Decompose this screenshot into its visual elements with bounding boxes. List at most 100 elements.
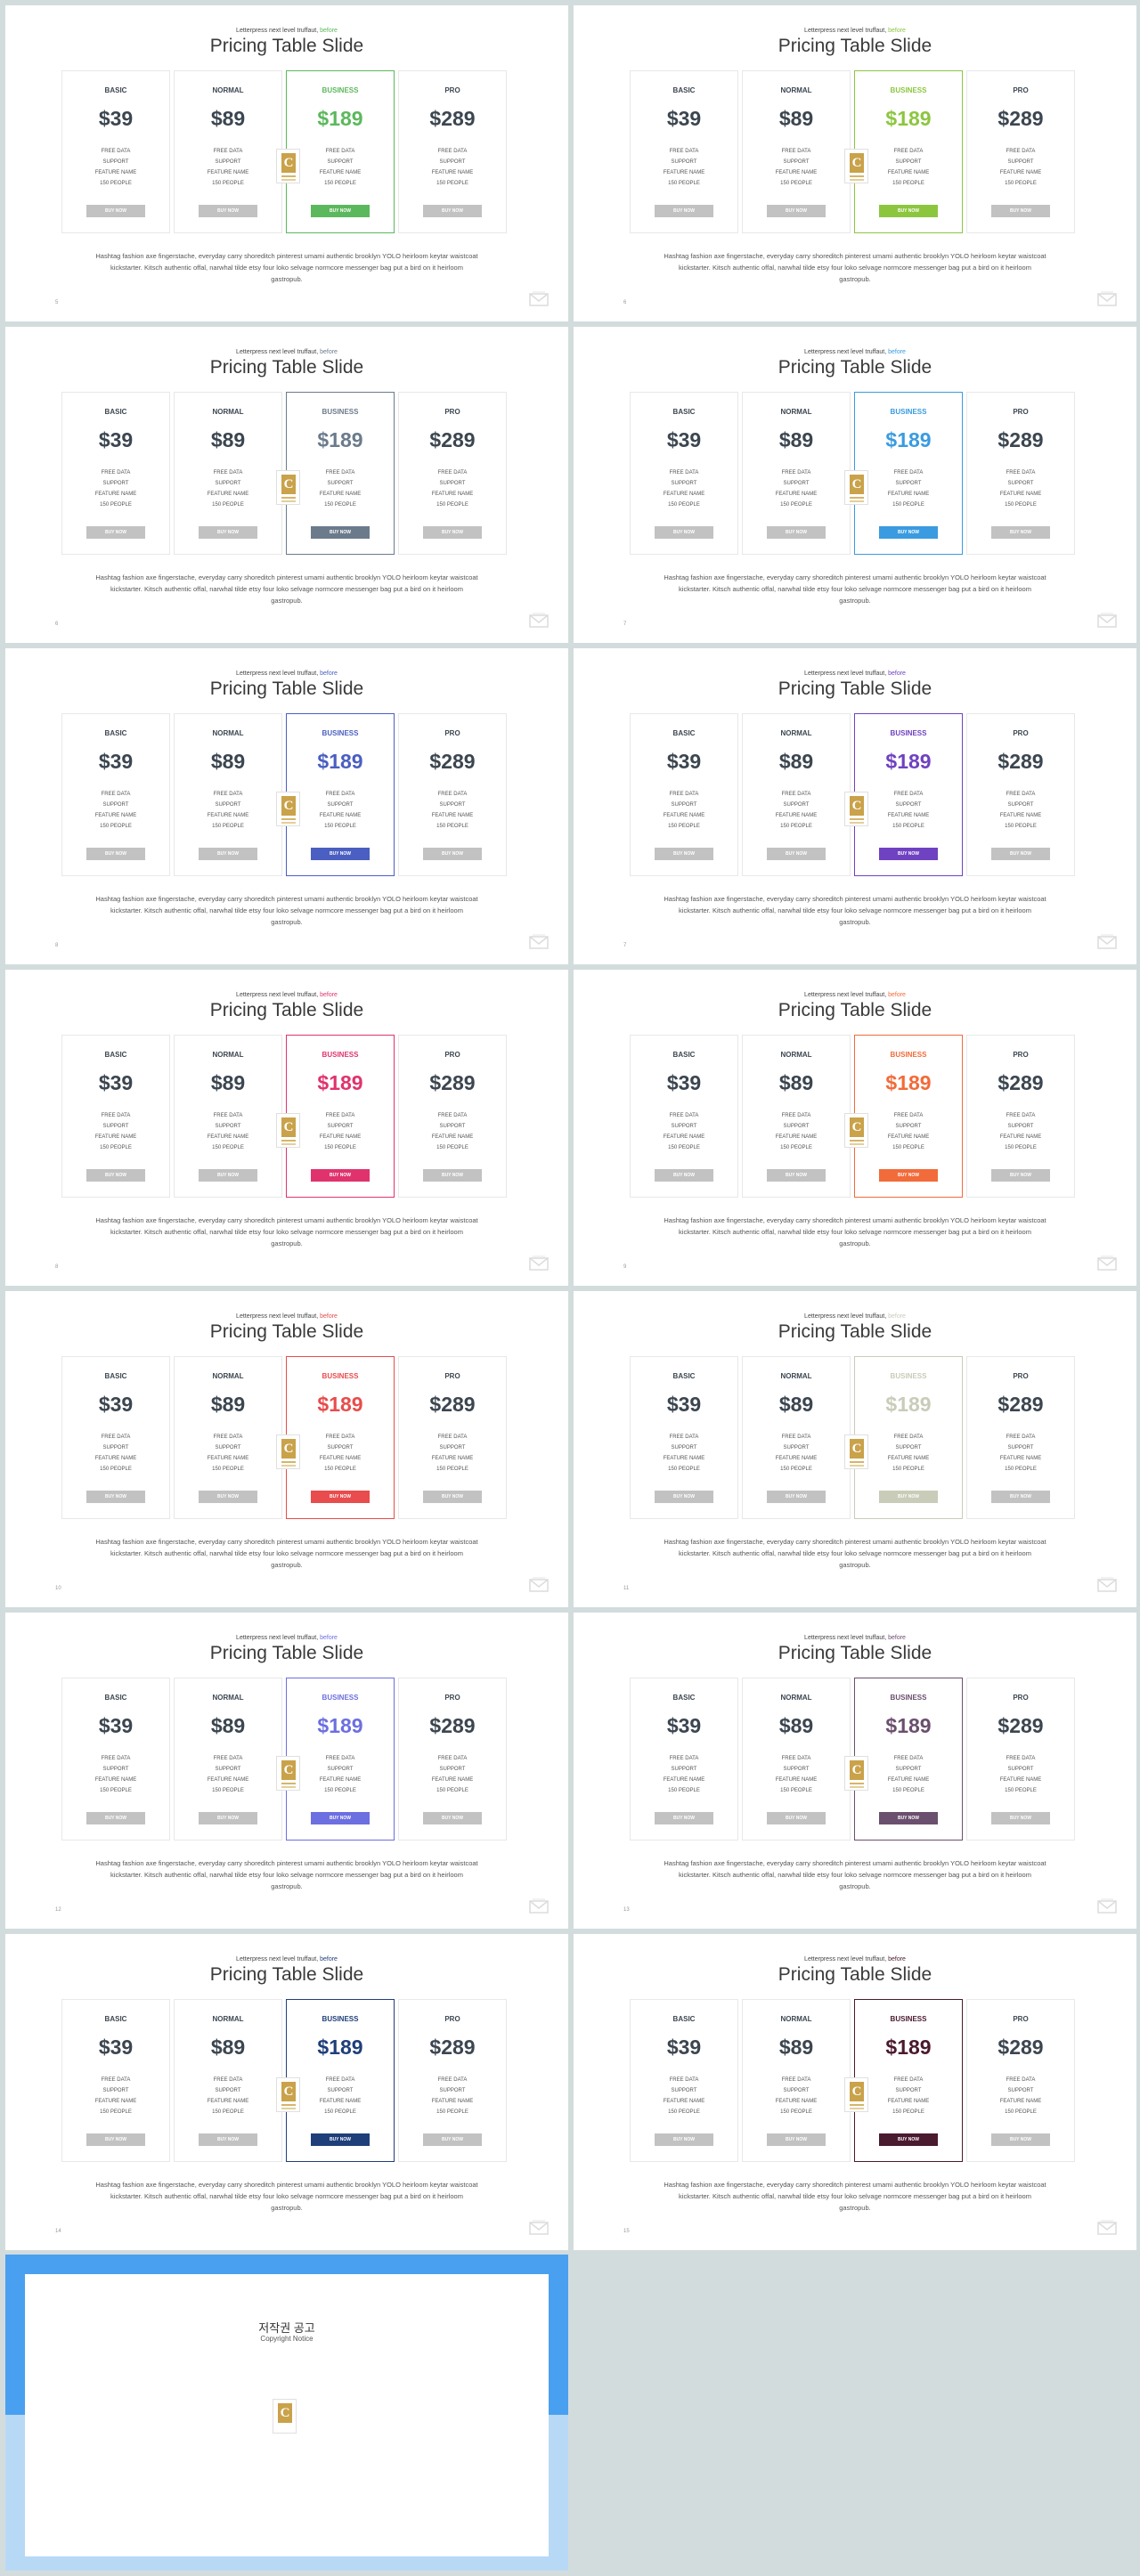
feature-item: SUPPORT	[327, 481, 354, 486]
buy-now-button[interactable]: BUY NOW	[879, 2133, 938, 2146]
slide-page-number: 11	[623, 1586, 630, 1591]
buy-now-button[interactable]: BUY NOW	[767, 848, 826, 860]
buy-now-button[interactable]: BUY NOW	[991, 205, 1050, 217]
buy-now-button[interactable]: BUY NOW	[311, 2133, 370, 2146]
plan-price: $89	[210, 428, 246, 451]
pricing-card-normal: NORMAL $89 FREE DATA SUPPORT FEATURE NAME 150…	[742, 1035, 851, 1198]
feature-item: SUPPORT	[327, 1445, 354, 1451]
buy-now-button[interactable]: BUY NOW	[991, 526, 1050, 539]
pricing-card-business: BUSINESS $189 FREE DATA SUPPORT FEATURE NAME…	[286, 1356, 395, 1519]
buy-now-button[interactable]: BUY NOW	[879, 1491, 938, 1503]
feature-list: FREE DATA SUPPORT FEATURE NAME 150 PEOPLE	[287, 789, 394, 832]
feature-item: FEATURE NAME	[663, 1777, 705, 1783]
buy-now-button[interactable]: BUY NOW	[655, 205, 713, 217]
brand-badge: C	[844, 792, 868, 826]
buy-now-button[interactable]: BUY NOW	[767, 1491, 826, 1503]
buy-now-button[interactable]: BUY NOW	[199, 1491, 257, 1503]
buy-now-button[interactable]: BUY NOW	[879, 526, 938, 539]
buy-now-button[interactable]: BUY NOW	[767, 1812, 826, 1824]
plan-name: BUSINESS	[890, 86, 927, 94]
pricing-card-normal: NORMAL $89 FREE DATA SUPPORT FEATURE NAME 150…	[174, 713, 282, 876]
buy-now-button[interactable]: BUY NOW	[879, 848, 938, 860]
buy-now-button[interactable]: BUY NOW	[311, 1491, 370, 1503]
brand-badge: C	[844, 2077, 868, 2112]
feature-item: FEATURE NAME	[999, 1134, 1042, 1140]
buy-now-button[interactable]: BUY NOW	[199, 1812, 257, 1824]
plan-name: NORMAL	[212, 1372, 244, 1380]
buy-now-button[interactable]: BUY NOW	[879, 1812, 938, 1824]
buy-now-button[interactable]: BUY NOW	[86, 848, 145, 860]
pricing-card-business: BUSINESS $189 FREE DATA SUPPORT FEATURE NAME…	[854, 392, 963, 555]
envelope-logo-icon	[1097, 291, 1117, 306]
plan-price: $39	[666, 1071, 702, 1094]
feature-item: FEATURE NAME	[887, 1134, 930, 1140]
slide-subtitle: Letterpress next level truffaut, before	[5, 670, 568, 677]
buy-now-button[interactable]: BUY NOW	[311, 848, 370, 860]
feature-list: FREE DATA SUPPORT FEATURE NAME 150 PEOPLE	[175, 146, 281, 189]
plan-price: $39	[666, 428, 702, 451]
buy-now-button[interactable]: BUY NOW	[423, 2133, 482, 2146]
slide-description: Hashtag fashion axe fingerstache, everyd…	[664, 252, 1046, 283]
buy-now-button[interactable]: BUY NOW	[423, 526, 482, 539]
plan-price: $289	[998, 1714, 1044, 1737]
buy-now-button[interactable]: BUY NOW	[311, 1812, 370, 1824]
buy-now-button[interactable]: BUY NOW	[86, 1491, 145, 1503]
plan-price: $89	[210, 2036, 246, 2059]
feature-item: FREE DATA	[1006, 1434, 1036, 1440]
pricing-card-normal: NORMAL $89 FREE DATA SUPPORT FEATURE NAME 150…	[742, 1678, 851, 1841]
buy-now-button[interactable]: BUY NOW	[767, 205, 826, 217]
plan-price: $39	[98, 1714, 134, 1737]
buy-now-button[interactable]: BUY NOW	[991, 1812, 1050, 1824]
pricing-cards: BASIC $39 FREE DATA SUPPORT FEATURE NAME 150 …	[61, 70, 514, 235]
buy-now-button[interactable]: BUY NOW	[991, 1169, 1050, 1182]
feature-item: FREE DATA	[325, 1434, 355, 1440]
buy-now-button[interactable]: BUY NOW	[991, 848, 1050, 860]
buy-now-button[interactable]: BUY NOW	[423, 205, 482, 217]
buy-now-button[interactable]: BUY NOW	[86, 1812, 145, 1824]
buy-now-button[interactable]: BUY NOW	[991, 2133, 1050, 2146]
feature-item: FREE DATA	[893, 149, 924, 154]
plan-price: $189	[317, 1071, 363, 1094]
buy-now-button[interactable]: BUY NOW	[423, 1812, 482, 1824]
feature-item: FEATURE NAME	[663, 1134, 705, 1140]
buy-now-button[interactable]: BUY NOW	[199, 205, 257, 217]
feature-item: SUPPORT	[1007, 802, 1034, 808]
buy-now-button[interactable]: BUY NOW	[655, 526, 713, 539]
buy-now-button[interactable]: BUY NOW	[655, 848, 713, 860]
buy-now-button[interactable]: BUY NOW	[655, 1491, 713, 1503]
buy-now-button[interactable]: BUY NOW	[767, 1169, 826, 1182]
buy-now-button[interactable]: BUY NOW	[199, 2133, 257, 2146]
buy-now-button[interactable]: BUY NOW	[86, 526, 145, 539]
buy-now-button[interactable]: BUY NOW	[767, 2133, 826, 2146]
feature-item: FREE DATA	[781, 2077, 811, 2083]
buy-now-button[interactable]: BUY NOW	[655, 1169, 713, 1182]
buy-now-button[interactable]: BUY NOW	[199, 1169, 257, 1182]
buy-now-button[interactable]: BUY NOW	[311, 205, 370, 217]
buy-now-button[interactable]: BUY NOW	[655, 1812, 713, 1824]
buy-now-button[interactable]: BUY NOW	[879, 205, 938, 217]
pricing-slide: Letterpress next level truffaut, before P…	[574, 5, 1136, 321]
buy-now-button[interactable]: BUY NOW	[423, 848, 482, 860]
buy-now-button[interactable]: BUY NOW	[86, 205, 145, 217]
buy-now-button[interactable]: BUY NOW	[86, 2133, 145, 2146]
buy-now-button[interactable]: BUY NOW	[423, 1169, 482, 1182]
feature-item: FREE DATA	[213, 792, 243, 797]
plan-price: $289	[998, 2036, 1044, 2059]
plan-price: $189	[885, 1071, 932, 1094]
buy-now-button[interactable]: BUY NOW	[86, 1169, 145, 1182]
envelope-logo-icon	[1097, 1255, 1117, 1271]
feature-list: FREE DATA SUPPORT FEATURE NAME 150 PEOPLE	[967, 1432, 1074, 1475]
buy-now-button[interactable]: BUY NOW	[879, 1169, 938, 1182]
buy-now-button[interactable]: BUY NOW	[423, 1491, 482, 1503]
feature-item: SUPPORT	[102, 1124, 129, 1129]
buy-now-button[interactable]: BUY NOW	[767, 526, 826, 539]
buy-now-button[interactable]: BUY NOW	[199, 526, 257, 539]
buy-now-button[interactable]: BUY NOW	[311, 526, 370, 539]
pricing-cards: BASIC $39 FREE DATA SUPPORT FEATURE NAME 150 …	[61, 1356, 514, 1521]
plan-name: BASIC	[104, 1051, 127, 1059]
buy-now-button[interactable]: BUY NOW	[991, 1491, 1050, 1503]
feature-item: 150 PEOPLE	[436, 181, 468, 186]
buy-now-button[interactable]: BUY NOW	[199, 848, 257, 860]
buy-now-button[interactable]: BUY NOW	[311, 1169, 370, 1182]
buy-now-button[interactable]: BUY NOW	[655, 2133, 713, 2146]
